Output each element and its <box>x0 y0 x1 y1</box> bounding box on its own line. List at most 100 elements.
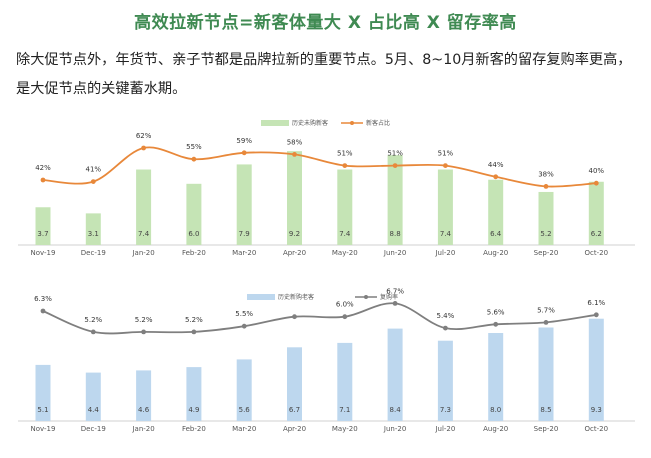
series-line <box>42 146 597 188</box>
bar <box>437 169 453 245</box>
line-point <box>191 156 197 162</box>
new-customer-chart: 历史未购新客 新客占比 3.7 Nov-19 3.1 Dec-19 7.4 Jan-20 6.0… <box>18 119 635 257</box>
bar <box>35 364 51 421</box>
bar <box>287 347 302 421</box>
line-point-label: 6.7% <box>386 287 404 295</box>
line-point-label: 5.6% <box>487 308 505 316</box>
line-point <box>90 179 96 184</box>
line-point-label: 51% <box>387 150 403 158</box>
line-point <box>342 314 348 320</box>
x-tick-label: Apr-20 <box>283 249 306 257</box>
x-tick-label: Sep-20 <box>534 425 559 433</box>
line-point-label: 40% <box>589 167 605 175</box>
bar <box>236 164 252 245</box>
legend-bar-label: 历史未购新客 <box>292 119 328 127</box>
line-point-label: 38% <box>538 170 554 178</box>
x-tick-label: Apr-20 <box>283 425 306 433</box>
bar <box>136 370 152 421</box>
bar-value-label: 7.3 <box>440 406 451 414</box>
bar-value-label: 8.0 <box>490 406 501 414</box>
legend-bar-label: 历史新购老客 <box>278 293 314 301</box>
line-point-label: 55% <box>186 143 202 151</box>
bar <box>588 318 604 421</box>
line-point-label: 62% <box>136 132 152 140</box>
x-tick-label: Aug-20 <box>483 249 508 257</box>
x-tick-label: Nov-19 <box>31 425 56 433</box>
x-tick-label: Aug-20 <box>483 425 508 433</box>
line-point <box>443 163 448 168</box>
line-point <box>40 177 46 183</box>
bar <box>85 372 101 421</box>
bar <box>538 327 554 421</box>
line-point <box>593 180 599 186</box>
line-point-label: 51% <box>337 150 353 158</box>
line-point <box>292 152 297 157</box>
bar <box>186 183 202 245</box>
x-tick-label: Sep-20 <box>534 249 559 257</box>
line-point <box>342 163 348 168</box>
bar-value-label: 6.4 <box>490 230 502 238</box>
bar-value-label: 9.2 <box>289 230 300 238</box>
line-point <box>40 308 46 314</box>
x-tick-label: Jan-20 <box>131 425 154 433</box>
line-point <box>543 320 549 325</box>
x-tick-label: Mar-20 <box>232 249 256 257</box>
line-point <box>593 312 599 318</box>
line-point <box>141 145 147 151</box>
bar-value-label: 4.4 <box>88 406 100 414</box>
x-tick-label: Feb-20 <box>182 249 206 257</box>
bar-value-label: 4.6 <box>138 406 150 414</box>
bar <box>337 169 353 245</box>
line-point-label: 5.2% <box>135 316 153 324</box>
bar <box>337 342 353 421</box>
bar-value-label: 8.4 <box>390 406 402 414</box>
line-point-label: 6.0% <box>336 301 354 309</box>
line-point <box>191 329 197 335</box>
x-tick-label: Jun-20 <box>383 249 406 257</box>
bar <box>387 328 403 421</box>
description-text: 除大促节点外，年货节、亲子节都是品牌拉新的重要节点。5月、8~10月新客的留存复… <box>16 52 632 97</box>
page-title: 高效拉新节点=新客体量大 X 占比高 X 留存率高 <box>134 13 517 33</box>
bar-value-label: 5.1 <box>37 406 48 414</box>
line-point-label: 6.3% <box>34 295 52 303</box>
line-point <box>241 150 247 156</box>
bar-value-label: 9.3 <box>591 406 602 414</box>
bar <box>488 179 504 245</box>
bar-value-label: 7.4 <box>339 230 351 238</box>
bar <box>538 191 554 245</box>
bar-value-label: 3.1 <box>88 230 99 238</box>
legend-line-marker <box>364 295 368 299</box>
x-tick-label: Jul-20 <box>434 249 455 257</box>
line-point-label: 5.4% <box>437 312 455 320</box>
bar-value-label: 5.2 <box>540 230 551 238</box>
bar <box>186 367 202 421</box>
bar-value-label: 5.6 <box>239 406 251 414</box>
bar-value-label: 4.9 <box>188 406 199 414</box>
line-point-label: 6.1% <box>587 299 605 307</box>
line-point-label: 59% <box>236 137 252 145</box>
line-point <box>90 329 96 335</box>
bar-value-label: 3.7 <box>37 230 48 238</box>
bar-value-label: 7.4 <box>138 230 150 238</box>
x-tick-label: Feb-20 <box>182 425 206 433</box>
bar-value-label: 8.8 <box>390 230 401 238</box>
bar-value-label: 6.7 <box>289 406 300 414</box>
x-tick-label: Dec-19 <box>81 249 106 257</box>
bar-value-label: 7.9 <box>239 230 250 238</box>
line-point-label: 58% <box>287 138 303 146</box>
x-tick-label: Mar-20 <box>232 425 256 433</box>
bar <box>287 151 302 245</box>
legend-bar-swatch <box>247 294 275 300</box>
x-tick-label: Dec-19 <box>81 425 106 433</box>
x-tick-label: Jun-20 <box>383 425 406 433</box>
bar <box>236 359 252 421</box>
bar <box>387 155 403 245</box>
bar-value-label: 8.5 <box>540 406 551 414</box>
x-tick-label: Oct-20 <box>585 249 609 257</box>
bar <box>588 181 604 245</box>
bar-value-label: 7.1 <box>339 406 350 414</box>
bar-value-label: 6.0 <box>188 230 199 238</box>
x-tick-label: Jan-20 <box>131 249 154 257</box>
line-point <box>392 163 398 168</box>
x-tick-label: May-20 <box>332 425 358 433</box>
